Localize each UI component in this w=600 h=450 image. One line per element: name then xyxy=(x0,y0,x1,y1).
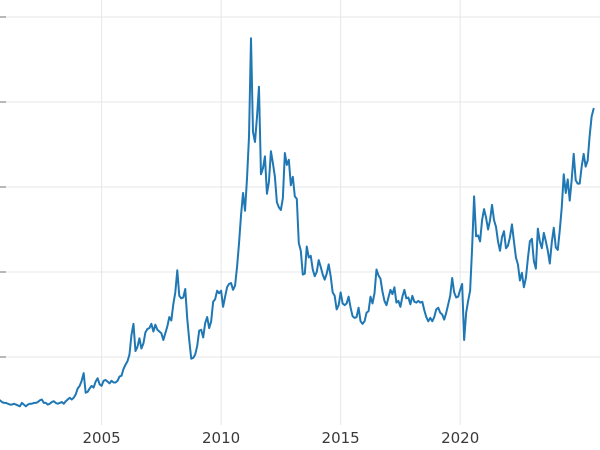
x-tick-label: 2010 xyxy=(202,429,240,447)
x-tick-label: 2020 xyxy=(441,429,479,447)
x-tick-label: 2005 xyxy=(82,429,120,447)
x-tick-label: 2015 xyxy=(322,429,360,447)
price-line xyxy=(0,37,595,408)
